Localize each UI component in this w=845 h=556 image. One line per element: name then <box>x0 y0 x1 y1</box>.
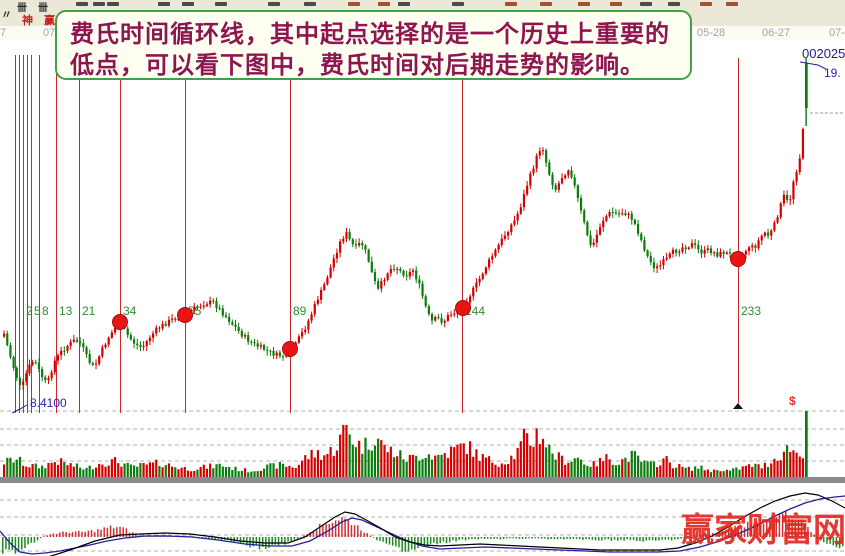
low-price-label: 8.4100 <box>30 396 67 410</box>
date-label-05-28: 05-28 <box>697 27 726 39</box>
toolbar-icon-sliver[interactable] <box>182 2 194 6</box>
toolbar-icon-sliver[interactable] <box>304 2 316 6</box>
fib-label-21: 21 <box>82 304 96 318</box>
toolbar-icon-sliver[interactable] <box>700 2 712 6</box>
cycle-dot <box>282 341 298 357</box>
toolbar-hash-icon: 卌 <box>17 3 27 14</box>
toolbar-icon-sliver[interactable] <box>268 2 280 6</box>
date-label-06-27: 06-27 <box>762 27 791 39</box>
toolbar-icon-sliver[interactable] <box>93 2 105 6</box>
last-price-label: 19. <box>824 66 841 80</box>
toolbar-icon-sliver[interactable] <box>726 2 738 6</box>
toolbar-icon-sliver[interactable] <box>640 2 652 6</box>
cycle-dot <box>177 307 193 323</box>
toolbar-icon-sliver[interactable] <box>452 2 464 6</box>
toolbar-icon-sliver[interactable] <box>578 2 590 6</box>
toolbar-icon-sliver[interactable] <box>398 2 410 6</box>
fib-label-13: 13 <box>59 304 73 318</box>
fib-label-233: 233 <box>741 304 762 318</box>
toolbar-icon-sliver[interactable] <box>668 2 680 6</box>
stock-code-label: 002025 <box>802 46 845 61</box>
toolbar-icon-sliver[interactable] <box>107 2 119 6</box>
candlestick-layer <box>3 58 808 390</box>
annotation-line-1: 费氏时间循环线，其中起点选择的是一个历史上重要的 <box>70 22 670 48</box>
toolbar-icon-sliver[interactable] <box>215 2 227 6</box>
toolbar-brand-char: 神 <box>22 14 33 27</box>
toolbar-icon-sliver[interactable] <box>378 2 390 6</box>
site-watermark: 赢家财富网 <box>681 513 845 549</box>
volume-layer <box>3 411 808 477</box>
macd-layer <box>0 492 845 556</box>
cycle-dot <box>455 300 471 316</box>
fib-label-34: 34 <box>123 304 137 318</box>
annotation-line-2: 低点，可以看下图中，费氏时间对后期走势的影响。 <box>70 53 645 79</box>
toolbar-icon-sliver[interactable] <box>540 2 552 6</box>
cycle-dot <box>112 314 128 330</box>
toolbar-icon-sliver[interactable] <box>348 2 360 6</box>
fib-label-2: 2 <box>26 304 33 318</box>
toolbar-brand-char: 赢 <box>44 14 55 27</box>
fib-lines-layer <box>15 55 743 413</box>
cycle-dot <box>730 251 746 267</box>
dollar-marker: $ <box>789 394 796 408</box>
fib-label-8: 8 <box>42 304 49 318</box>
fibonacci-annotation-box[interactable]: 费氏时间循环线，其中起点选择的是一个历史上重要的 低点，可以看下图中，费氏时间对… <box>55 10 692 80</box>
annotation-lines-layer <box>11 61 827 414</box>
date-label-07: 07 <box>43 27 56 39</box>
fib-label-5: 5 <box>34 304 41 318</box>
date-label-07-: 07- <box>829 27 845 39</box>
toolbar-icon-sliver[interactable] <box>505 2 517 6</box>
toolbar-icon-sliver[interactable] <box>610 2 622 6</box>
toolbar-icon-sliver[interactable] <box>158 2 170 6</box>
fib-label-89: 89 <box>293 304 307 318</box>
toolbar-icon-sliver[interactable] <box>76 2 88 6</box>
toolbar-quote-glyph: 〃 <box>1 8 12 21</box>
toolbar-hash-icon: 卌 <box>38 3 48 14</box>
date-label-7: 7 <box>0 27 7 39</box>
